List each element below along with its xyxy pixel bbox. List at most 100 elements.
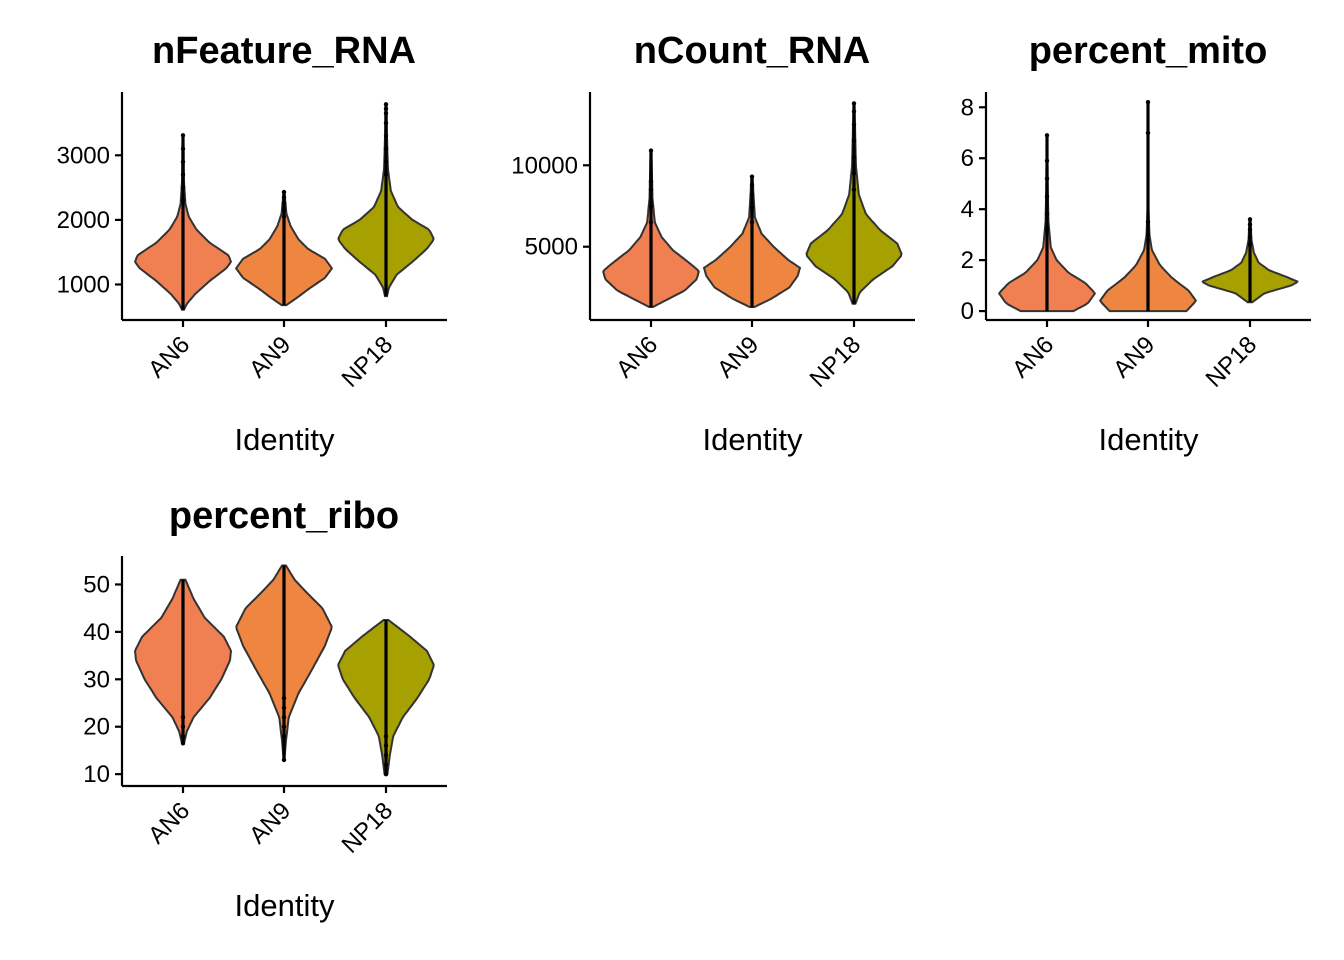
- data-point: [281, 201, 287, 206]
- data-point: [383, 762, 389, 767]
- y-tick-label: 10: [83, 761, 110, 788]
- data-point: [383, 752, 389, 758]
- y-tick-label: 1000: [57, 271, 110, 298]
- data-point: [1247, 227, 1253, 232]
- data-point: [281, 715, 287, 720]
- data-point: [281, 207, 287, 213]
- data-point: [1044, 194, 1050, 199]
- data-point: [180, 133, 186, 138]
- x-axis-title: Identity: [235, 422, 335, 457]
- data-point: [1247, 222, 1253, 227]
- data-point: [1044, 227, 1050, 232]
- y-tick-label: 3000: [57, 142, 110, 169]
- y-tick-label: 0: [961, 298, 974, 325]
- data-point: [281, 724, 287, 729]
- y-tick-label: 2: [961, 247, 974, 274]
- data-point: [180, 159, 186, 164]
- x-tick-label: AN6: [143, 797, 195, 849]
- data-point: [281, 189, 287, 195]
- data-point: [281, 195, 287, 200]
- data-point: [180, 198, 186, 203]
- y-tick-label: 4: [961, 196, 974, 223]
- x-tick-label: AN9: [244, 797, 296, 849]
- data-point: [1044, 158, 1050, 163]
- x-tick-label: AN9: [244, 331, 296, 383]
- data-point: [383, 111, 389, 116]
- data-point: [383, 771, 389, 777]
- y-tick-label: 20: [83, 714, 110, 741]
- data-point: [851, 138, 857, 144]
- data-point: [648, 187, 654, 192]
- data-point: [1044, 133, 1050, 138]
- data-point: [851, 122, 857, 127]
- y-tick-label: 6: [961, 145, 974, 172]
- chart-title: nCount_RNA: [634, 30, 870, 72]
- y-tick-label: 2000: [57, 207, 110, 234]
- data-point: [383, 133, 389, 139]
- data-point: [383, 120, 389, 126]
- x-tick-label: AN6: [1007, 331, 1059, 383]
- data-point: [383, 172, 389, 177]
- data-point: [1247, 217, 1253, 222]
- data-point: [1247, 235, 1253, 240]
- data-point: [648, 220, 654, 225]
- data-point: [851, 171, 857, 176]
- x-axis-title: Identity: [703, 422, 803, 457]
- data-point: [1044, 212, 1050, 217]
- x-axis-title: Identity: [235, 888, 335, 923]
- data-point: [851, 187, 857, 192]
- data-point: [383, 102, 389, 107]
- data-point: [281, 705, 287, 710]
- chart-title: percent_mito: [1029, 30, 1268, 72]
- data-point: [1044, 176, 1050, 181]
- x-tick-label: NP18: [805, 331, 867, 393]
- data-point: [749, 174, 755, 179]
- data-point: [281, 734, 287, 739]
- data-point: [648, 203, 654, 209]
- y-tick-label: 5000: [525, 234, 578, 261]
- data-point: [648, 179, 654, 184]
- x-tick-label: NP18: [337, 331, 399, 393]
- data-point: [180, 146, 186, 152]
- chart-title: nFeature_RNA: [152, 30, 416, 72]
- chart-title: percent_ribo: [169, 495, 399, 537]
- x-tick-label: AN9: [712, 331, 764, 383]
- data-point: [851, 109, 857, 114]
- data-point: [383, 106, 389, 111]
- data-point: [1247, 242, 1253, 248]
- panel-nfeature-rna: nFeature_RNA 1000 2000 3000 AN6 AN9 NP18Identi…: [57, 30, 447, 457]
- data-point: [383, 146, 389, 152]
- data-point: [281, 757, 287, 763]
- y-tick-label: 10000: [511, 152, 578, 179]
- data-point: [1145, 232, 1151, 237]
- x-tick-label: NP18: [337, 797, 399, 859]
- data-point: [749, 205, 755, 210]
- x-tick-label: NP18: [1201, 331, 1263, 393]
- data-point: [648, 148, 654, 153]
- data-point: [851, 154, 857, 160]
- data-point: [180, 741, 186, 746]
- y-tick-label: 8: [961, 94, 974, 121]
- data-point: [383, 734, 389, 739]
- data-point: [281, 696, 287, 701]
- x-tick-label: AN6: [143, 331, 195, 383]
- data-point: [180, 185, 186, 190]
- y-tick-label: 40: [83, 619, 110, 646]
- y-tick-label: 30: [83, 666, 110, 693]
- data-point: [1145, 130, 1151, 135]
- data-point: [180, 172, 186, 177]
- data-point: [383, 159, 389, 164]
- data-point: [749, 192, 755, 197]
- x-axis-title: Identity: [1099, 422, 1199, 457]
- y-tick-label: 50: [83, 571, 110, 598]
- x-tick-label: AN9: [1108, 331, 1160, 383]
- data-point: [851, 101, 857, 106]
- data-point: [180, 715, 186, 720]
- data-point: [1145, 99, 1151, 105]
- data-point: [749, 182, 755, 188]
- data-point: [180, 734, 186, 739]
